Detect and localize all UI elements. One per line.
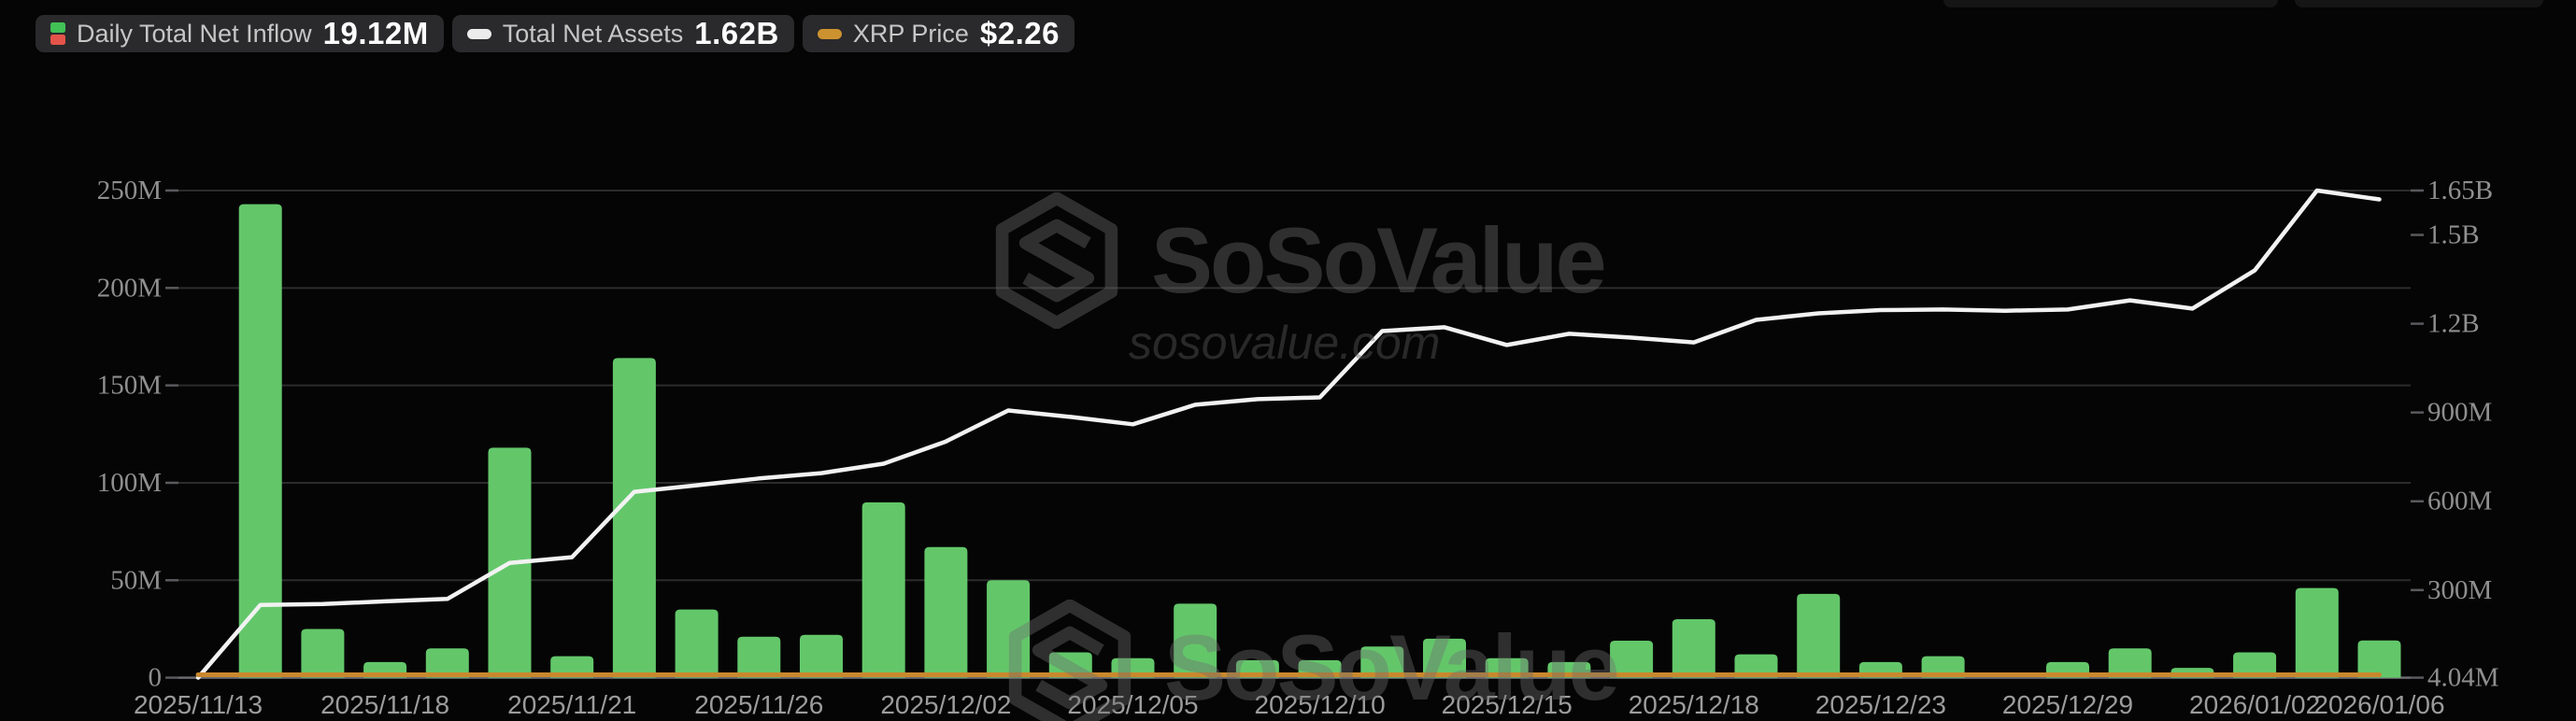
inflow-bar[interactable] xyxy=(301,629,345,678)
inflow-bar[interactable] xyxy=(1174,603,1217,678)
inflow-bar[interactable] xyxy=(238,204,282,678)
x-axis-label: 2026/01/06 xyxy=(2313,690,2444,719)
inflow-bar[interactable] xyxy=(924,546,968,678)
legend-label: Total Net Assets xyxy=(502,19,684,48)
inflow-bar[interactable] xyxy=(800,634,843,678)
y-axis-left-label: 100M xyxy=(97,468,162,498)
y-axis-right-label: 4.04M xyxy=(2427,663,2499,693)
inflow-bar[interactable] xyxy=(612,358,656,678)
inflow-bar[interactable] xyxy=(737,636,781,678)
legend-label: Daily Total Net Inflow xyxy=(77,19,312,48)
line-series-icon xyxy=(466,28,491,39)
inflow-bar[interactable] xyxy=(425,648,469,678)
legend-item-daily-net-inflow[interactable]: Daily Total Net Inflow 19.12M xyxy=(36,15,444,52)
y-axis-left-label: 150M xyxy=(97,371,162,401)
legend-value: $2.26 xyxy=(979,16,1060,50)
y-axis-right-label: 900M xyxy=(2427,398,2492,428)
net-assets-line[interactable] xyxy=(195,188,2382,680)
legend-value: 1.62B xyxy=(694,16,779,50)
inflow-bar[interactable] xyxy=(2295,587,2339,678)
cutoff-toolbar-strip xyxy=(1943,0,2278,7)
inflow-bar[interactable] xyxy=(861,502,905,678)
price-series-icon xyxy=(817,28,842,39)
inflow-bar[interactable] xyxy=(2108,648,2152,678)
x-axis-label: 2026/01/02 xyxy=(2189,690,2320,719)
inflow-bar[interactable] xyxy=(1921,656,1965,678)
x-axis-label: 2025/12/29 xyxy=(2002,690,2133,719)
x-axis-label: 2025/12/02 xyxy=(880,690,1011,719)
x-axis-label: 2025/11/18 xyxy=(320,690,449,719)
x-axis-label: 2025/11/21 xyxy=(507,690,636,719)
y-axis-left-label: 0 xyxy=(149,663,163,693)
inflow-bar[interactable] xyxy=(1423,638,1466,678)
legend-item-total-net-assets[interactable]: Total Net Assets 1.62B xyxy=(451,15,794,52)
x-axis-label: 2025/12/10 xyxy=(1255,690,1386,719)
inflow-bar[interactable] xyxy=(1672,619,1715,678)
legend-value: 19.12M xyxy=(322,16,429,50)
x-axis-label: 2025/12/18 xyxy=(1629,690,1759,719)
y-axis-left-label: 200M xyxy=(97,273,162,303)
inflow-bar[interactable] xyxy=(2233,652,2277,678)
inflow-bar[interactable] xyxy=(987,580,1031,678)
inflow-bar[interactable] xyxy=(550,656,594,678)
y-axis-right-label: 1.2B xyxy=(2427,309,2480,339)
x-axis-label: 2025/11/13 xyxy=(134,690,263,719)
chart-legend: Daily Total Net Inflow 19.12M Total Net … xyxy=(36,15,1075,52)
inflow-bar[interactable] xyxy=(1610,640,1654,678)
inflow-bar[interactable] xyxy=(1360,646,1404,678)
inflow-bar[interactable] xyxy=(675,609,719,678)
y-axis-left-label: 50M xyxy=(110,565,162,595)
cutoff-toolbar-strip xyxy=(2295,0,2543,7)
inflow-bar[interactable] xyxy=(1797,593,1841,678)
x-axis-label: 2025/12/05 xyxy=(1067,690,1198,719)
x-axis-label: 2025/11/26 xyxy=(694,690,823,719)
inflow-bar[interactable] xyxy=(1048,652,1092,678)
y-axis-right-label: 1.5B xyxy=(2427,220,2480,250)
y-axis-right-label: 1.65B xyxy=(2427,176,2493,205)
inflow-bar[interactable] xyxy=(1734,654,1778,678)
legend-label: XRP Price xyxy=(852,19,969,48)
bar-series-icon xyxy=(50,22,65,45)
legend-item-xrp-price[interactable]: XRP Price $2.26 xyxy=(802,15,1075,52)
inflow-bar[interactable] xyxy=(2357,640,2401,678)
x-axis-label: 2025/12/15 xyxy=(1442,690,1573,719)
y-axis-left-label: 250M xyxy=(97,176,162,205)
y-axis-right-label: 600M xyxy=(2427,487,2492,516)
y-axis-right-label: 300M xyxy=(2427,575,2492,605)
x-axis-label: 2025/12/23 xyxy=(1815,690,1946,719)
